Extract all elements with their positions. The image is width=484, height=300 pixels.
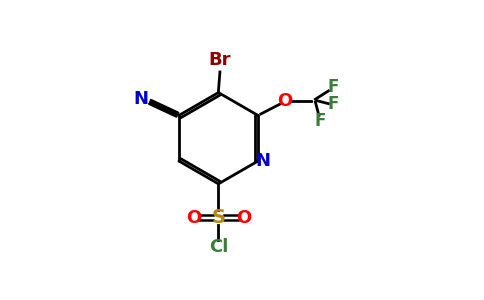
Text: F: F (315, 112, 326, 130)
Text: N: N (134, 90, 149, 108)
Text: N: N (256, 152, 271, 170)
Text: O: O (236, 209, 251, 227)
Text: S: S (212, 208, 226, 227)
Text: F: F (327, 94, 339, 112)
Text: O: O (277, 92, 292, 110)
Text: F: F (327, 77, 339, 95)
Text: Br: Br (209, 51, 231, 69)
Text: O: O (186, 209, 201, 227)
Text: Cl: Cl (209, 238, 228, 256)
